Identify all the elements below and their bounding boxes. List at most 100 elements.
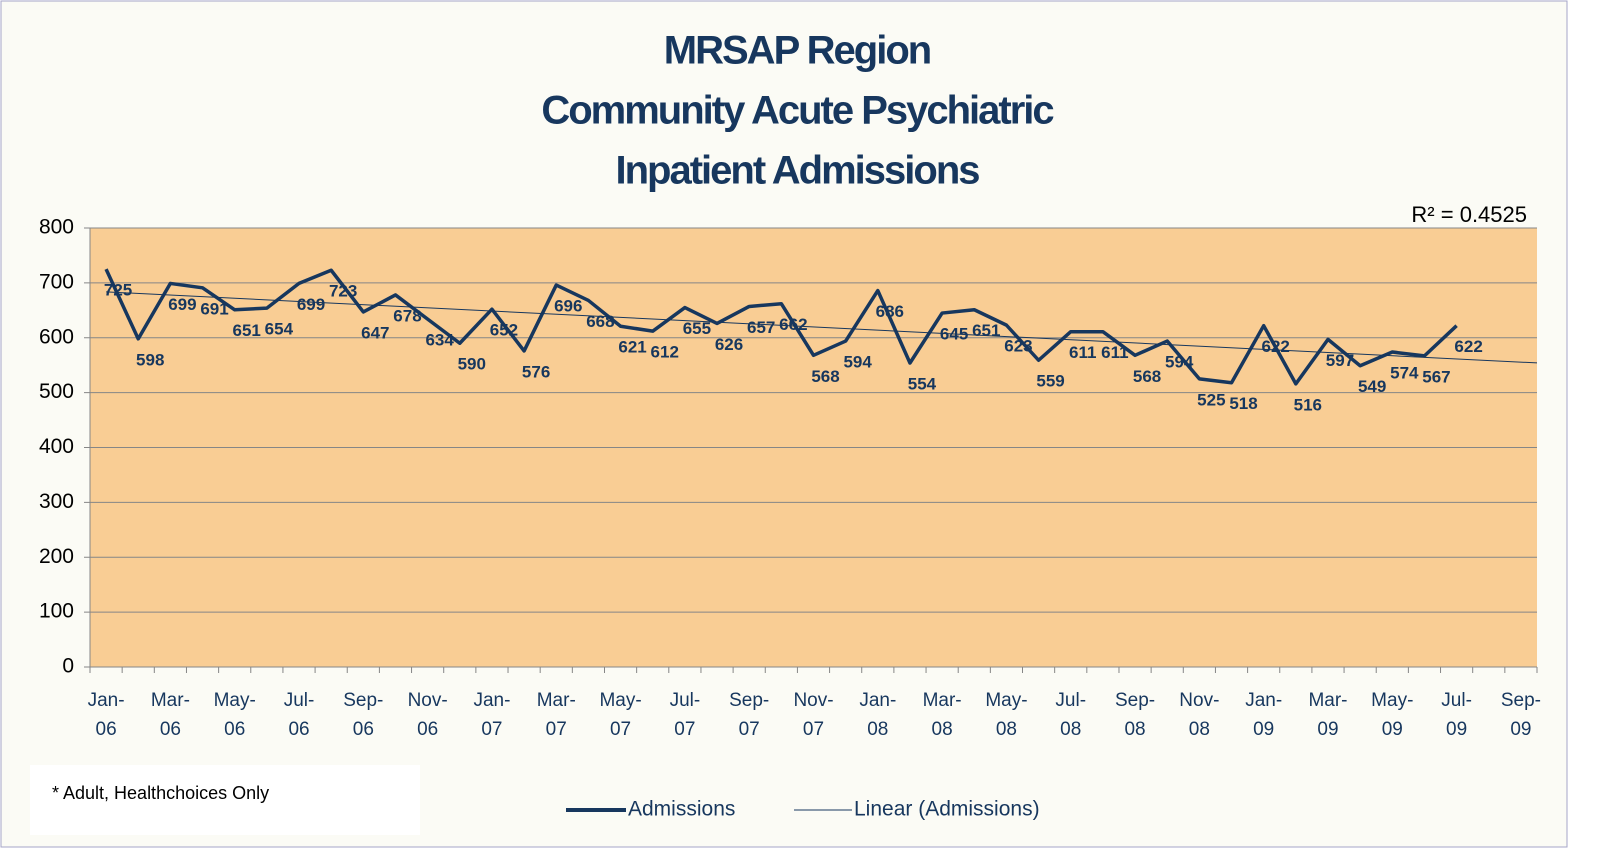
x-tick-label-line: May- <box>985 690 1027 711</box>
x-tick-label-line: 07 <box>803 719 824 740</box>
chart-title: Community Acute Psychiatric <box>541 89 1054 133</box>
x-tick-label-line: Sep- <box>343 690 383 711</box>
x-tick-label: Mar- 09 <box>1308 690 1347 740</box>
data-label: 651 <box>972 321 1000 340</box>
data-label: 686 <box>876 302 904 321</box>
data-label: 568 <box>1133 367 1161 386</box>
data-label: 634 <box>425 331 454 350</box>
data-label: 516 <box>1294 395 1322 414</box>
x-tick-label-line: Jul- <box>1055 690 1086 711</box>
x-tick-label-line: Mar- <box>537 690 576 711</box>
x-tick-label-line: 06 <box>288 719 309 740</box>
x-tick-label-line: 08 <box>1060 719 1081 740</box>
x-tick-label-line: 08 <box>867 719 888 740</box>
x-tick-label: Jan- 09 <box>1245 690 1282 740</box>
x-tick-label-line: Sep- <box>729 690 769 711</box>
x-tick-label-line: May- <box>214 690 256 711</box>
data-label: 668 <box>586 312 614 331</box>
x-tick-label-line: Sep- <box>1115 690 1155 711</box>
data-label: 654 <box>265 320 294 339</box>
y-tick-label: 500 <box>39 380 74 403</box>
x-tick-label-line: Jan- <box>473 690 510 711</box>
x-tick-label-line: 09 <box>1253 719 1274 740</box>
x-tick-label: May- 08 <box>985 690 1027 740</box>
data-label: 559 <box>1036 372 1064 391</box>
x-tick-label: Jul- 07 <box>670 690 701 740</box>
x-tick-label-line: Mar- <box>1308 690 1347 711</box>
data-label: 622 <box>1454 337 1482 356</box>
y-tick-label: 600 <box>39 325 74 348</box>
y-tick-label: 800 <box>39 216 74 239</box>
x-tick-label: Jan- 07 <box>473 690 510 740</box>
x-tick-label-line: May- <box>1371 690 1413 711</box>
data-label: 623 <box>1004 337 1032 356</box>
x-tick-label-line: 07 <box>481 719 502 740</box>
x-tick-label: Mar- 06 <box>151 690 190 740</box>
y-tick-label: 400 <box>39 435 74 458</box>
x-tick-label-line: 06 <box>353 719 374 740</box>
x-tick-label: Sep- 06 <box>343 690 383 740</box>
x-tick-label-line: 08 <box>1189 719 1210 740</box>
x-tick-label: May- 09 <box>1371 690 1413 740</box>
x-tick-label-line: Jul- <box>1441 690 1472 711</box>
x-tick-label-line: Jul- <box>284 690 315 711</box>
data-label: 594 <box>1165 353 1194 372</box>
data-label: 567 <box>1422 367 1450 386</box>
legend-label: Admissions <box>628 798 735 821</box>
x-tick-label: May- 06 <box>214 690 256 740</box>
x-tick-label-line: 07 <box>610 719 631 740</box>
data-label: 597 <box>1326 351 1354 370</box>
x-tick-label: Nov- 08 <box>1179 690 1219 740</box>
data-label: 645 <box>940 325 968 344</box>
x-tick-label-line: 09 <box>1510 719 1531 740</box>
x-tick-label-line: 07 <box>674 719 695 740</box>
x-tick-label-line: 08 <box>932 719 953 740</box>
data-label: 612 <box>651 343 679 362</box>
x-tick-label: Sep- 08 <box>1115 690 1155 740</box>
legend-label: Linear (Admissions) <box>854 798 1040 821</box>
x-tick-label: Jul- 06 <box>284 690 315 740</box>
data-label: 678 <box>393 306 421 325</box>
x-tick-label-line: 09 <box>1446 719 1467 740</box>
x-tick-label: Sep- 07 <box>729 690 769 740</box>
data-label: 651 <box>233 321 261 340</box>
data-label: 652 <box>490 321 518 340</box>
chart-title: Inpatient Admissions <box>615 149 979 193</box>
data-label: 691 <box>200 299 228 318</box>
x-tick-label-line: 06 <box>224 719 245 740</box>
data-label: 621 <box>618 338 646 357</box>
x-tick-label-line: Nov- <box>408 690 448 711</box>
x-tick-label-line: 08 <box>996 719 1017 740</box>
x-tick-label-line: 06 <box>160 719 181 740</box>
x-tick-label: May- 07 <box>599 690 641 740</box>
data-label: 696 <box>554 297 582 316</box>
data-label: 699 <box>168 295 196 314</box>
data-label: 723 <box>329 282 357 301</box>
y-tick-label: 200 <box>39 545 74 568</box>
x-tick-label-line: 09 <box>1317 719 1338 740</box>
x-tick-label: Nov- 06 <box>408 690 448 740</box>
data-label: 611 <box>1069 343 1096 362</box>
data-label: 525 <box>1197 390 1225 409</box>
x-tick-label-line: Nov- <box>1179 690 1219 711</box>
data-line <box>104 268 1458 386</box>
data-label: 574 <box>1390 364 1419 383</box>
x-tick-label-line: 09 <box>1382 719 1403 740</box>
x-tick-label-line: Mar- <box>151 690 190 711</box>
x-tick-label-line: 08 <box>1124 719 1145 740</box>
x-tick-label: Jul- 09 <box>1441 690 1472 740</box>
x-tick-label-line: 07 <box>739 719 760 740</box>
x-tick-label-line: Jan- <box>1245 690 1282 711</box>
y-tick-label: 700 <box>39 270 74 293</box>
x-tick-label: Jan- 08 <box>859 690 896 740</box>
data-label: 554 <box>908 374 937 393</box>
data-label: 590 <box>458 355 486 374</box>
x-tick-label-line: Jan- <box>88 690 125 711</box>
data-label: 699 <box>297 295 325 314</box>
chart-title: MRSAP Region <box>664 29 930 73</box>
data-label: 576 <box>522 362 550 381</box>
data-label: 647 <box>361 323 389 342</box>
x-tick-label: Sep- 09 <box>1501 690 1541 740</box>
x-tick-label-line: Mar- <box>923 690 962 711</box>
